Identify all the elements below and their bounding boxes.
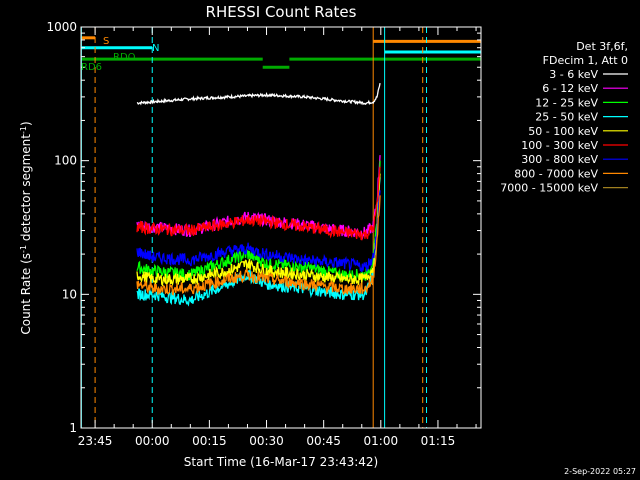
series-lines [136, 83, 381, 307]
x-tick-label: 00:45 [306, 434, 341, 448]
flag-label-rdo: RDO [113, 52, 136, 63]
legend-header-line-2: FDecim 1, Att 0 [543, 54, 628, 67]
x-axis-label: Start Time (16-Mar-17 23:43:42) [184, 455, 378, 469]
series-line [136, 190, 381, 273]
y-tick-label: 1000 [46, 20, 77, 34]
series-line [136, 155, 381, 240]
x-axis-ticks: 23:45 00:00 00:15 00:30 00:45 01:00 01:15 [78, 27, 477, 448]
legend-entry-label: 100 - 300 keV [521, 139, 598, 152]
y-tick-label: 100 [54, 154, 77, 168]
flag-bars [81, 36, 481, 69]
series-line [136, 177, 381, 307]
series-line [136, 83, 381, 106]
y-axis-ticks: 1 10 100 1000 [46, 20, 481, 435]
legend-entry-label: 3 - 6 keV [549, 68, 598, 81]
x-tick-label: 01:15 [421, 434, 456, 448]
y-tick-label: 1 [69, 421, 77, 435]
legend-entry-label: 50 - 100 keV [528, 125, 598, 138]
series-line [136, 160, 381, 282]
x-tick-label: 23:45 [78, 434, 113, 448]
x-tick-label: 00:00 [135, 434, 170, 448]
legend-entry-label: 800 - 7000 keV [514, 167, 598, 180]
legend-entry-label: 6 - 12 keV [542, 82, 598, 95]
series-line [136, 173, 381, 287]
legend-entry-label: 7000 - 15000 keV [500, 182, 598, 195]
series-line [136, 166, 381, 241]
x-tick-label: 00:15 [192, 434, 227, 448]
legend-entry-label: 25 - 50 keV [535, 111, 598, 124]
plot-frame [80, 26, 482, 429]
attenuator-lines [81, 27, 428, 428]
legend-entry-label: 12 - 25 keV [535, 96, 598, 109]
chart-title: RHESSI Count Rates [206, 3, 357, 21]
flag-label-s: S [103, 36, 109, 47]
legend-header-line-1: Det 3f,6f, [576, 40, 628, 53]
legend-entry-label: 300 - 800 keV [521, 153, 598, 166]
footer-date: 2-Sep-2022 05:27 [564, 467, 636, 476]
y-axis-label: Count Rate (s-1 detector segment-1) [19, 121, 34, 334]
flag-label-n: N [152, 43, 159, 54]
series-line [136, 195, 381, 296]
y-tick-label: 10 [62, 287, 77, 301]
flag-label-rd6: RD6 [81, 62, 102, 73]
x-tick-label: 01:00 [364, 434, 399, 448]
x-tick-label: 00:30 [249, 434, 284, 448]
